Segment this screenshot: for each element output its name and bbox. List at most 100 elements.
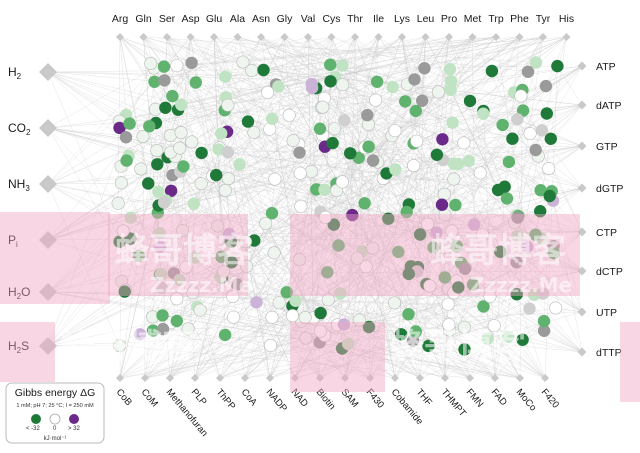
edge: [155, 122, 496, 379]
legend-tick-negative: < -32: [26, 426, 41, 432]
edge: [451, 145, 583, 232]
edge: [47, 183, 307, 339]
edge: [217, 225, 471, 379]
metabolite-node: [511, 113, 524, 126]
metabolite-node: [326, 136, 339, 150]
edge: [47, 71, 168, 158]
edge: [552, 200, 583, 313]
cofactor-node: [391, 374, 399, 382]
edge: [527, 71, 547, 114]
cofactor-thmpt: THMPT: [439, 387, 469, 419]
edge: [369, 168, 549, 379]
edge: [125, 289, 164, 330]
edge: [276, 84, 406, 102]
edge: [47, 191, 552, 293]
metabolite-node: [516, 333, 529, 346]
edge: [47, 67, 155, 185]
edge: [307, 36, 359, 158]
metabolite-node: [366, 154, 380, 167]
edge: [551, 191, 583, 353]
edge: [350, 153, 358, 259]
edge: [464, 231, 583, 350]
metabolite-node: [416, 94, 429, 107]
metabolite-node: [452, 281, 465, 294]
metabolite-node: [230, 278, 244, 291]
metabolite-node: [292, 253, 306, 267]
edge: [313, 317, 396, 379]
metabolite-node: [399, 95, 412, 108]
edge: [452, 122, 583, 233]
edge: [450, 89, 583, 233]
metabolite-node: [342, 337, 355, 351]
metabolite-node: [217, 264, 231, 278]
metabolite-node: [236, 55, 250, 69]
metabolite-node: [173, 141, 187, 155]
metabolite-node: [285, 309, 299, 323]
edge: [253, 132, 421, 379]
metabolite-node: [247, 125, 261, 139]
metabolite-node: [299, 331, 313, 345]
edge: [450, 89, 499, 191]
metabolite-node: [388, 124, 402, 138]
edge: [378, 36, 425, 69]
metabolite-node: [221, 172, 235, 186]
edge: [543, 320, 583, 353]
cofactor-node: [266, 374, 274, 382]
edge: [538, 104, 583, 157]
edge: [455, 149, 536, 206]
metabolite-node: [157, 60, 171, 73]
watermark-text: 蜂哥博客: [390, 327, 526, 367]
edge: [219, 147, 471, 379]
metabolite-node: [477, 107, 490, 120]
metabolite-node: [500, 192, 514, 205]
cofactor-node: [516, 374, 524, 382]
metabolite-node: [457, 136, 471, 150]
metabolite-node: [241, 115, 255, 128]
edge: [119, 36, 127, 115]
metabolite-node: [294, 199, 308, 213]
edge: [391, 135, 521, 379]
metabolite-node: [321, 266, 334, 279]
edge: [119, 80, 165, 379]
metabolite-node: [422, 339, 435, 353]
edge: [129, 36, 238, 124]
edge: [274, 145, 583, 254]
metabolite-node: [430, 148, 444, 161]
metabolite-node: [502, 155, 516, 169]
edge: [163, 36, 497, 67]
edge: [157, 164, 159, 206]
metabolite-node: [134, 162, 148, 176]
edge: [119, 110, 416, 379]
edge: [47, 157, 168, 241]
metabolite-node: [413, 228, 427, 241]
metabolite-node: [447, 157, 461, 170]
edge: [517, 119, 583, 147]
metabolite-node: [222, 227, 236, 241]
metabolite-node: [132, 249, 145, 262]
watermark-url: Zzzzz.Me: [150, 273, 252, 297]
edge: [433, 247, 517, 295]
edge: [354, 36, 376, 101]
cofactor-node: [241, 374, 249, 382]
watermark-block: [290, 214, 430, 296]
edge: [194, 271, 224, 379]
edge: [330, 64, 583, 313]
edge: [292, 189, 317, 306]
edge: [119, 183, 202, 379]
amino-acid-node: [445, 33, 453, 41]
metabolite-node: [153, 226, 166, 240]
edge: [192, 36, 426, 293]
nucleotide-labels: ATP dATP GTP dGTP CTP dCTP UTP dTTP: [577, 61, 623, 359]
nucleotide-node: [577, 61, 587, 71]
edge: [182, 178, 275, 231]
metabolite-node: [282, 108, 296, 122]
edge: [180, 171, 496, 379]
nucleotide-node: [577, 141, 587, 151]
metabolite-node: [226, 290, 240, 304]
metabolite-node: [113, 235, 126, 248]
edge: [124, 291, 446, 379]
amino-acid-val: Val: [301, 13, 315, 25]
metabolite-node: [327, 122, 341, 136]
metabolite-node: [136, 130, 150, 144]
